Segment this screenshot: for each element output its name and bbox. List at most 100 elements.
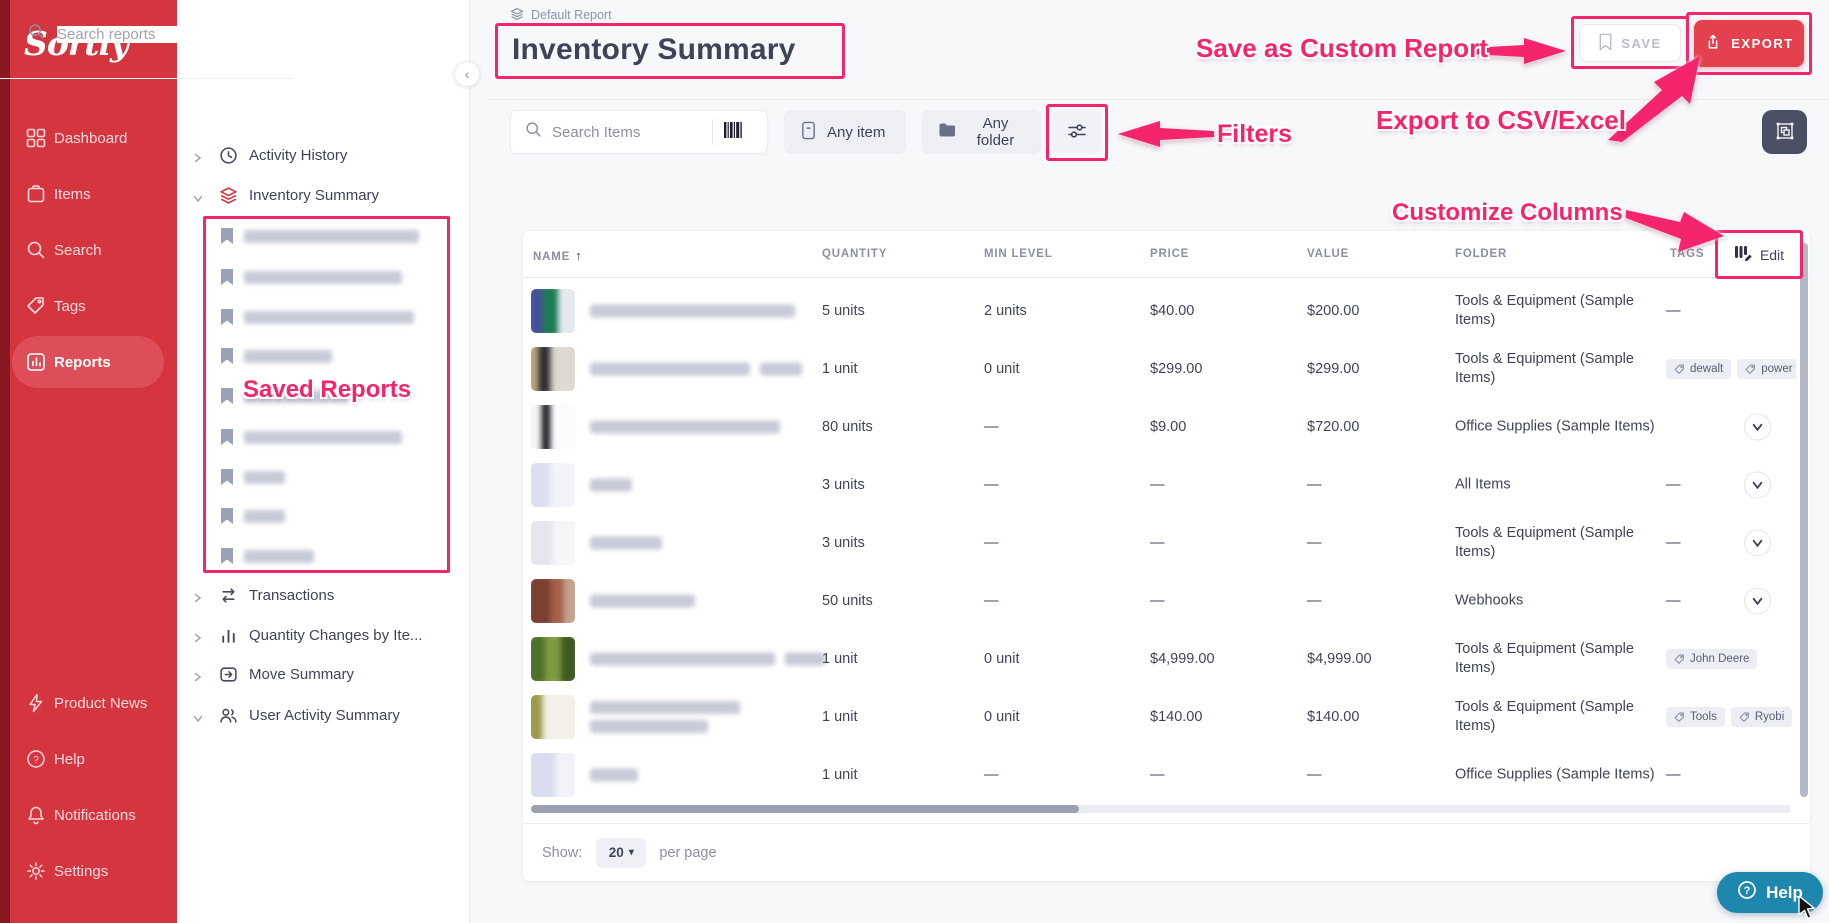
- table-footer: Show: 20 ▾ per page: [523, 823, 1810, 881]
- tags-cell: dewalt power w: [1666, 359, 1796, 379]
- saved-report-item[interactable]: [220, 225, 440, 247]
- chevron-down-icon[interactable]: [193, 190, 203, 203]
- table-row[interactable]: 3 units — — — Tools & Equipment (Sample …: [523, 514, 1810, 572]
- filters-button[interactable]: [1053, 110, 1101, 154]
- item-thumbnail[interactable]: [531, 637, 575, 681]
- annotation-customize-columns: Customize Columns: [1392, 199, 1623, 226]
- expand-row-button[interactable]: [1744, 587, 1771, 615]
- horizontal-scrollbar-thumb[interactable]: [531, 805, 1079, 813]
- saved-report-item[interactable]: [220, 385, 440, 407]
- vertical-scrollbar[interactable]: [1800, 243, 1808, 797]
- min-level-cell: —: [984, 535, 999, 551]
- table-row[interactable]: 1 unit 0 unit $140.00 $140.00 Tools & Eq…: [523, 688, 1810, 746]
- tree-item-user-activity-summary[interactable]: User Activity Summary: [177, 700, 457, 730]
- item-thumbnail[interactable]: [531, 289, 575, 333]
- table-row[interactable]: 80 units — $9.00 $720.00 Office Supplies…: [523, 398, 1810, 456]
- table-row[interactable]: 1 unit — — — Office Supplies (Sample Ite…: [523, 746, 1810, 804]
- value-cell: —: [1307, 593, 1322, 609]
- quantity-cell: 1 unit: [822, 767, 858, 783]
- chevron-right-icon[interactable]: [193, 150, 203, 163]
- expand-row-button[interactable]: [1744, 471, 1771, 499]
- annotation-arrow-export: [1608, 56, 1700, 142]
- folder-cell: Tools & Equipment (Sample Items): [1455, 293, 1634, 328]
- table-row[interactable]: 5 units 2 units $40.00 $200.00 Tools & E…: [523, 282, 1810, 340]
- sidebar-item-search[interactable]: Search: [0, 224, 177, 276]
- tags-cell: —: [1666, 477, 1681, 493]
- price-cell: $9.00: [1150, 419, 1187, 435]
- column-header-name[interactable]: NAME ↑: [533, 248, 583, 263]
- breadcrumb[interactable]: Default Report: [510, 7, 612, 23]
- horizontal-scrollbar-track[interactable]: [531, 805, 1791, 813]
- item-thumbnail[interactable]: [531, 753, 575, 797]
- tree-item-activity-history[interactable]: Activity History: [177, 140, 457, 170]
- saved-report-item[interactable]: [220, 266, 440, 288]
- chevron-right-icon[interactable]: [193, 630, 203, 643]
- chevron-down-icon[interactable]: [193, 710, 203, 723]
- sidebar-item-settings[interactable]: Settings: [0, 845, 177, 897]
- item-name-redacted: [590, 594, 695, 608]
- any-item-filter-button[interactable]: Any item: [784, 110, 906, 154]
- svg-text:?: ?: [1744, 885, 1751, 897]
- tag-chip[interactable]: power w: [1737, 359, 1796, 379]
- table-row[interactable]: 1 unit 0 unit $4,999.00 $4,999.00 Tools …: [523, 630, 1810, 688]
- saved-report-item[interactable]: [220, 345, 440, 367]
- item-thumbnail[interactable]: [531, 463, 575, 507]
- reports-search-input[interactable]: [57, 25, 247, 43]
- tree-item-quantity-changes[interactable]: Quantity Changes by Ite...: [177, 620, 457, 650]
- sidebar-item-notifications[interactable]: Notifications: [0, 789, 177, 841]
- any-folder-filter-button[interactable]: Any folder: [922, 110, 1041, 154]
- column-header-price[interactable]: PRICE: [1150, 248, 1190, 260]
- sidebar-item-dashboard[interactable]: Dashboard: [0, 112, 177, 164]
- column-header-folder[interactable]: FOLDER: [1455, 248, 1508, 260]
- barcode-icon[interactable]: [723, 120, 743, 145]
- table-row[interactable]: 50 units — — — Webhooks —: [523, 572, 1810, 630]
- tag-chip[interactable]: John Deere: [1666, 649, 1758, 669]
- tree-item-transactions[interactable]: Transactions: [177, 580, 457, 610]
- value-cell: —: [1307, 477, 1322, 493]
- saved-report-item[interactable]: [220, 426, 440, 448]
- tags-cell: John Deere: [1666, 649, 1796, 669]
- table-row[interactable]: 3 units — — — All Items —: [523, 456, 1810, 514]
- saved-report-item[interactable]: [220, 505, 440, 527]
- saved-report-item[interactable]: [220, 466, 440, 488]
- items-icon: [26, 184, 46, 204]
- tag-chip[interactable]: dewalt: [1666, 359, 1732, 379]
- expand-row-button[interactable]: [1744, 413, 1771, 441]
- item-thumbnail[interactable]: [531, 521, 575, 565]
- expand-row-button[interactable]: [1744, 529, 1771, 557]
- sidebar-item-reports[interactable]: Reports: [0, 336, 177, 388]
- sidebar-item-help[interactable]: ? Help: [0, 733, 177, 785]
- tree-item-move-summary[interactable]: Move Summary: [177, 659, 457, 689]
- tag-chip[interactable]: Tools: [1666, 707, 1725, 727]
- saved-report-item[interactable]: [220, 306, 440, 328]
- item-thumbnail[interactable]: [531, 405, 575, 449]
- column-header-quantity[interactable]: QUANTITY: [822, 248, 888, 260]
- item-thumbnail[interactable]: [531, 347, 575, 391]
- save-button[interactable]: SAVE: [1579, 24, 1681, 62]
- export-button[interactable]: EXPORT: [1694, 20, 1804, 67]
- column-header-value[interactable]: VALUE: [1307, 248, 1350, 260]
- collapse-panel-button[interactable]: ‹: [454, 61, 480, 87]
- saved-report-item[interactable]: [220, 545, 440, 567]
- any-folder-label: Any folder: [976, 115, 1015, 149]
- search-items-input[interactable]: [552, 123, 710, 141]
- tree-item-inventory-summary[interactable]: Inventory Summary: [177, 180, 457, 210]
- column-header-min-level[interactable]: MIN LEVEL: [984, 248, 1053, 260]
- sidebar-item-product-news[interactable]: Product News: [0, 677, 177, 729]
- page-size-dropdown[interactable]: 20 ▾: [596, 837, 647, 868]
- mouse-cursor: [1798, 896, 1816, 920]
- tag-chip[interactable]: Ryobi: [1730, 707, 1793, 727]
- price-cell: —: [1150, 535, 1165, 551]
- tree-item-label: Transactions: [249, 586, 335, 604]
- chevron-right-icon[interactable]: [193, 590, 203, 603]
- chevron-right-icon[interactable]: [193, 669, 203, 682]
- tags-cell: —: [1666, 767, 1681, 783]
- label-designer-button[interactable]: [1762, 110, 1807, 154]
- item-thumbnail[interactable]: [531, 695, 575, 739]
- table-row[interactable]: 1 unit 0 unit $299.00 $299.00 Tools & Eq…: [523, 340, 1810, 398]
- edit-columns-button[interactable]: Edit: [1722, 237, 1796, 272]
- sidebar-item-tags[interactable]: Tags: [0, 280, 177, 332]
- sidebar-item-items[interactable]: Items: [0, 168, 177, 220]
- table-header-row: NAME ↑ QUANTITY MIN LEVEL PRICE VALUE FOL…: [523, 231, 1810, 278]
- item-thumbnail[interactable]: [531, 579, 575, 623]
